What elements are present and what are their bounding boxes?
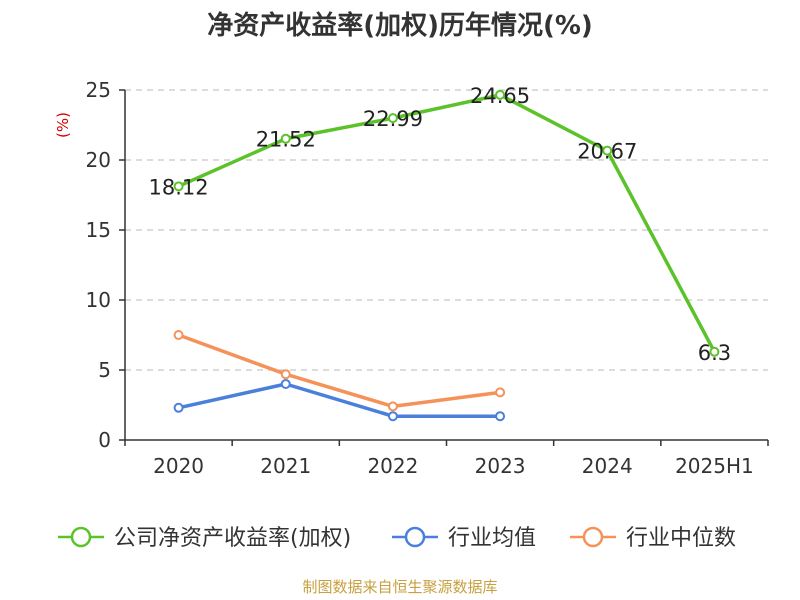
legend-swatch-marker	[404, 526, 426, 548]
x-tick-label: 2021	[260, 454, 311, 478]
legend-swatch-marker	[70, 526, 92, 548]
legend-label: 公司净资产收益率(加权)	[114, 526, 351, 551]
series-line	[178, 382, 501, 418]
data-point	[280, 133, 291, 144]
chart-title: 净资产收益率(加权)历年情况(%)	[207, 10, 593, 41]
x-tick-label: 2020	[153, 454, 204, 478]
data-point	[495, 387, 506, 398]
data-label: 24.65	[470, 84, 530, 108]
data-point	[387, 401, 398, 412]
legend-label: 行业中位数	[626, 526, 736, 551]
data-labels: 18.12 21.52 22.99 24.65 20.67 6.3	[149, 84, 732, 365]
x-tick-label: 2022	[367, 454, 418, 478]
data-label: 21.52	[256, 128, 316, 152]
data-point	[495, 411, 506, 422]
y-tick-label: 20	[86, 148, 111, 172]
tick-labels: 0 5 10 15 20 25 2020 2021 2022 2023 2024 2025H1	[86, 78, 754, 478]
data-point	[173, 181, 184, 192]
legend-label: 行业均值	[448, 526, 536, 551]
axes	[119, 89, 769, 446]
x-tick-label: 2023	[475, 454, 526, 478]
data-point	[709, 346, 720, 357]
series-line	[177, 333, 501, 409]
data-label: 22.99	[363, 107, 423, 131]
y-tick-label: 25	[86, 78, 111, 102]
y-axis-label: (%)	[54, 112, 72, 138]
series-line	[177, 93, 716, 353]
source-note: 制图数据来自恒生聚源数据库	[302, 578, 497, 596]
data-point	[173, 402, 184, 413]
data-label: 20.67	[577, 140, 637, 164]
x-tick-label: 2024	[582, 454, 633, 478]
data-point	[280, 379, 291, 389]
legend-swatch-marker	[582, 526, 604, 548]
data-point	[387, 411, 398, 422]
data-point	[602, 145, 613, 156]
x-tick-label: 2025H1	[675, 454, 754, 478]
data-point	[173, 330, 184, 340]
legend: 公司净资产收益率(加权) 行业均值 行业中位数	[58, 526, 736, 551]
data-point	[280, 369, 291, 380]
y-tick-label: 0	[98, 428, 111, 452]
data-label: 18.12	[149, 175, 209, 199]
data-label: 6.3	[698, 341, 731, 365]
y-tick-label: 10	[86, 288, 111, 312]
data-point	[495, 89, 506, 100]
gridlines	[125, 89, 768, 371]
data-point	[387, 113, 398, 124]
series-group	[173, 89, 720, 422]
y-tick-label: 5	[98, 358, 111, 382]
y-tick-label: 15	[86, 218, 111, 242]
